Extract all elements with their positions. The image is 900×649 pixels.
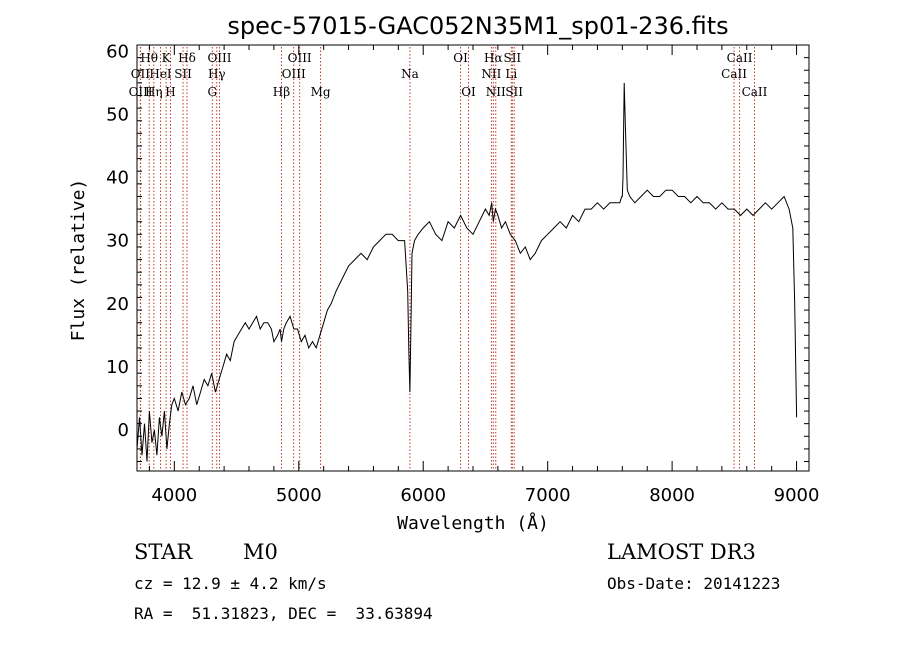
- obs-date-readout: Obs-Date: 20141223: [607, 574, 781, 593]
- y-tick-label: 40: [106, 168, 129, 189]
- y-axis-label: Flux (relative): [68, 179, 89, 342]
- redshift-readout: cz = 12.9 ± 4.2 km/s: [134, 574, 327, 593]
- spectral-line-label-19: Hα: [484, 51, 503, 65]
- spectral-line-label-9: OIII: [207, 51, 231, 65]
- spectral-line-label-13: OIII: [282, 67, 306, 81]
- y-tick-label: 20: [106, 294, 129, 315]
- spectral-line-label-5: K: [162, 51, 172, 65]
- spectral-line-label-8: Hδ: [178, 51, 196, 65]
- spectral-line-label-21: NII: [486, 85, 506, 99]
- spectral-line-label-17: OI: [453, 51, 468, 65]
- spectral-line-label-4: HeI: [149, 67, 172, 81]
- spectral-line-label-1: OII: [131, 67, 151, 81]
- x-tick-label: 6000: [400, 485, 446, 506]
- survey-label: LAMOST DR3: [607, 540, 756, 564]
- spectral-line-label-3: Hη: [145, 85, 163, 99]
- x-tick-label: 5000: [276, 485, 322, 506]
- spectral-line-label-24: SII: [505, 85, 523, 99]
- y-tick-label: 30: [106, 231, 129, 252]
- y-axis: 0 10 20 30 40 50 60: [106, 41, 809, 463]
- x-tick-label: 9000: [774, 485, 820, 506]
- x-tick-label: 7000: [525, 485, 571, 506]
- x-axis: 4000 5000 6000 7000 8000 9000: [148, 45, 820, 506]
- x-axis-label: Wavelength (Å): [397, 512, 549, 534]
- y-tick-label: 10: [106, 357, 129, 378]
- plot-frame: [136, 44, 810, 472]
- spectral-line-label-12: OIII: [288, 51, 312, 65]
- spectral-line-label-6: H: [165, 85, 175, 99]
- spectral-line-label-20: NII: [481, 67, 501, 81]
- x-tick-label: 4000: [151, 485, 197, 506]
- spectral-line-label-25: CaII: [721, 67, 747, 81]
- spectral-line-label-0: Hθ: [140, 51, 158, 65]
- spectral-line-label-15: Mg: [311, 85, 331, 99]
- coordinates-readout: RA = 51.31823, DEC = 33.63894: [134, 604, 433, 623]
- spectral-line-label-27: CaII: [742, 85, 768, 99]
- spectral-line-label-11: G: [207, 85, 217, 99]
- spectral-line-label-16: Na: [401, 67, 419, 81]
- y-tick-label: 50: [106, 104, 129, 125]
- chart-title: spec-57015-GAC052N35M1_sp01-236.fits: [227, 12, 728, 40]
- spectral-line-label-22: SII: [503, 51, 521, 65]
- spectrum-series-line: [136, 82, 798, 462]
- spectral-line-label-10: Hγ: [208, 67, 226, 81]
- spectral-line-label-23: Li: [505, 67, 517, 81]
- spectral-line-label-14: Hβ: [273, 85, 290, 99]
- x-tick-label: 8000: [649, 485, 695, 506]
- subclass-label: M0: [243, 540, 278, 564]
- y-tick-label: 0: [118, 420, 129, 441]
- y-tick-label: 60: [106, 41, 129, 62]
- spectral-line-markers: [139, 47, 755, 470]
- spectral-line-label-26: CaII: [727, 51, 753, 65]
- object-type-label: STAR: [134, 540, 193, 564]
- spectral-line-label-18: OI: [461, 85, 476, 99]
- spectral-line-label-7: SII: [174, 67, 192, 81]
- spectral-line-label-2: OIII: [129, 85, 153, 99]
